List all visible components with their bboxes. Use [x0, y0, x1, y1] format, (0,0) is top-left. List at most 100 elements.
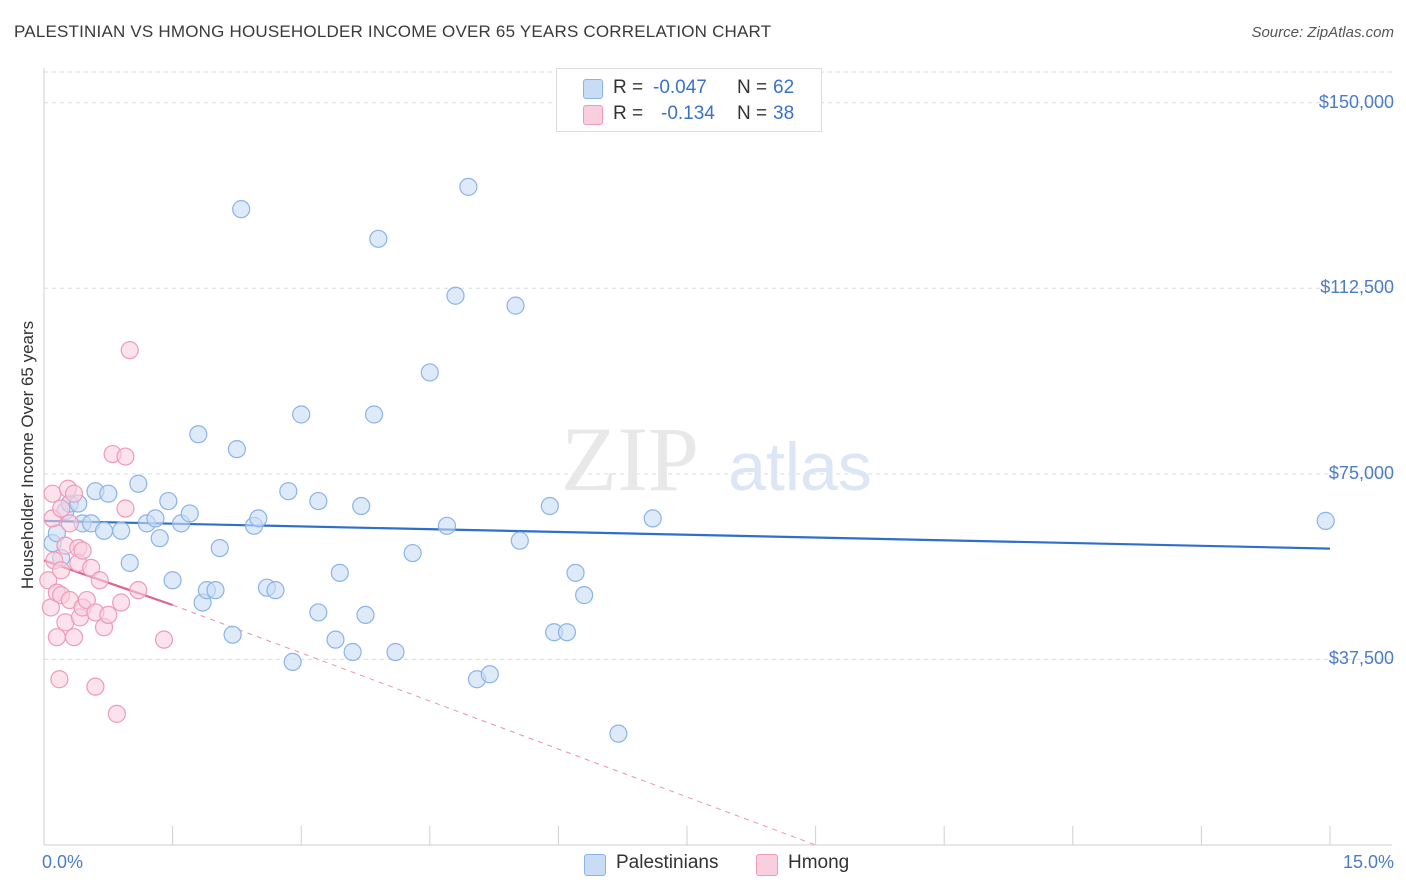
point-palestinians — [189, 425, 208, 444]
axes — [43, 68, 1392, 846]
point-hmong — [50, 670, 69, 689]
point-hmong — [112, 593, 131, 612]
point-palestinians — [279, 482, 298, 501]
point-palestinians — [309, 491, 328, 511]
point-palestinians — [403, 543, 422, 563]
point-palestinians — [227, 440, 246, 459]
bottom-legend-label-palestinians: Palestinians — [616, 852, 719, 873]
point-palestinians — [309, 603, 328, 622]
source-label: Source: ZipAtlas.com — [1251, 24, 1394, 41]
point-hmong — [39, 571, 58, 590]
legend-n-label: N = — [737, 103, 768, 124]
point-palestinians — [386, 642, 405, 662]
legend-n-value: 38 — [773, 103, 795, 124]
y-tick-label: $37,500 — [1328, 648, 1394, 669]
point-palestinians — [249, 509, 268, 528]
point-palestinians — [437, 516, 457, 535]
y-tick-label: $150,000 — [1318, 91, 1394, 112]
point-palestinians — [180, 504, 199, 523]
grid-lines — [44, 71, 1392, 660]
point-palestinians — [343, 642, 362, 662]
data-points — [39, 177, 1335, 743]
point-palestinians — [1316, 511, 1335, 530]
point-hmong — [86, 677, 105, 696]
point-hmong — [120, 341, 139, 360]
legend-r-value: -0.047 — [653, 77, 707, 98]
legend-n-value: 62 — [773, 77, 795, 98]
point-palestinians — [163, 571, 182, 590]
legend-r-label: R = — [613, 77, 644, 98]
point-hmong — [116, 499, 135, 518]
trend-extension-hmong — [172, 604, 816, 846]
point-hmong — [52, 499, 71, 518]
bottom-legend-label-hmong: Hmong — [788, 852, 850, 873]
point-hmong — [73, 541, 92, 560]
legend-swatch-palestinians — [583, 79, 603, 99]
point-palestinians — [292, 405, 311, 424]
y-tick-label: $112,500 — [1320, 277, 1394, 298]
point-palestinians — [609, 724, 628, 743]
point-palestinians — [643, 509, 662, 528]
point-palestinians — [129, 474, 148, 493]
point-palestinians — [99, 484, 118, 503]
bottom-legend-swatch-palestinians — [584, 854, 606, 876]
y-tick-label: $75,000 — [1328, 462, 1394, 483]
point-palestinians — [459, 177, 478, 196]
point-palestinians — [150, 529, 169, 548]
point-palestinians — [480, 665, 499, 684]
point-hmong — [107, 704, 126, 723]
point-palestinians — [146, 509, 165, 528]
x-tick-max: 15.0% — [1342, 852, 1394, 872]
point-palestinians — [266, 581, 285, 600]
chart-title: PALESTINIAN VS HMONG HOUSEHOLDER INCOME … — [14, 22, 772, 41]
watermark-zip: ZIP — [561, 408, 699, 510]
point-hmong — [99, 605, 118, 625]
point-palestinians — [575, 586, 594, 605]
point-palestinians — [112, 521, 131, 540]
point-hmong — [129, 581, 148, 600]
point-palestinians — [557, 623, 577, 642]
point-palestinians — [566, 563, 585, 582]
x-tick-min: 0.0% — [42, 852, 84, 872]
legend-swatch-hmong — [583, 105, 603, 125]
trend-line-palestinians — [43, 519, 1331, 550]
point-hmong — [43, 484, 62, 503]
point-palestinians — [369, 229, 388, 248]
point-hmong — [90, 571, 109, 590]
point-hmong — [64, 484, 84, 503]
watermark-atlas: atlas — [728, 429, 872, 505]
point-palestinians — [364, 405, 384, 424]
point-palestinians — [446, 286, 465, 305]
point-palestinians — [356, 605, 375, 625]
point-hmong — [52, 561, 71, 580]
point-palestinians — [326, 630, 345, 649]
point-palestinians — [510, 531, 529, 550]
point-palestinians — [506, 296, 525, 315]
legend-r-label: R = — [613, 103, 644, 124]
trend-lines — [43, 519, 1331, 846]
correlation-legend: R = -0.047 N = 62 R = -0.134 N = 38 — [556, 68, 822, 132]
bottom-legend-swatch-hmong — [756, 854, 778, 876]
point-palestinians — [120, 553, 139, 573]
point-palestinians — [223, 625, 242, 644]
point-palestinians — [352, 496, 371, 516]
point-hmong — [77, 590, 96, 610]
legend-n-label: N = — [737, 77, 768, 98]
point-hmong — [60, 514, 79, 533]
point-hmong — [82, 558, 101, 577]
point-palestinians — [540, 496, 559, 516]
point-hmong — [154, 630, 174, 649]
point-palestinians — [330, 563, 349, 582]
point-palestinians — [283, 652, 302, 672]
point-palestinians — [94, 521, 114, 540]
point-palestinians — [206, 581, 225, 600]
point-palestinians — [232, 200, 251, 219]
point-palestinians — [420, 363, 439, 382]
point-hmong — [64, 628, 84, 647]
point-hmong — [116, 447, 135, 466]
point-palestinians — [210, 538, 229, 558]
legend-r-value: -0.134 — [661, 103, 715, 124]
point-hmong — [47, 628, 66, 647]
point-palestinians — [159, 491, 178, 511]
